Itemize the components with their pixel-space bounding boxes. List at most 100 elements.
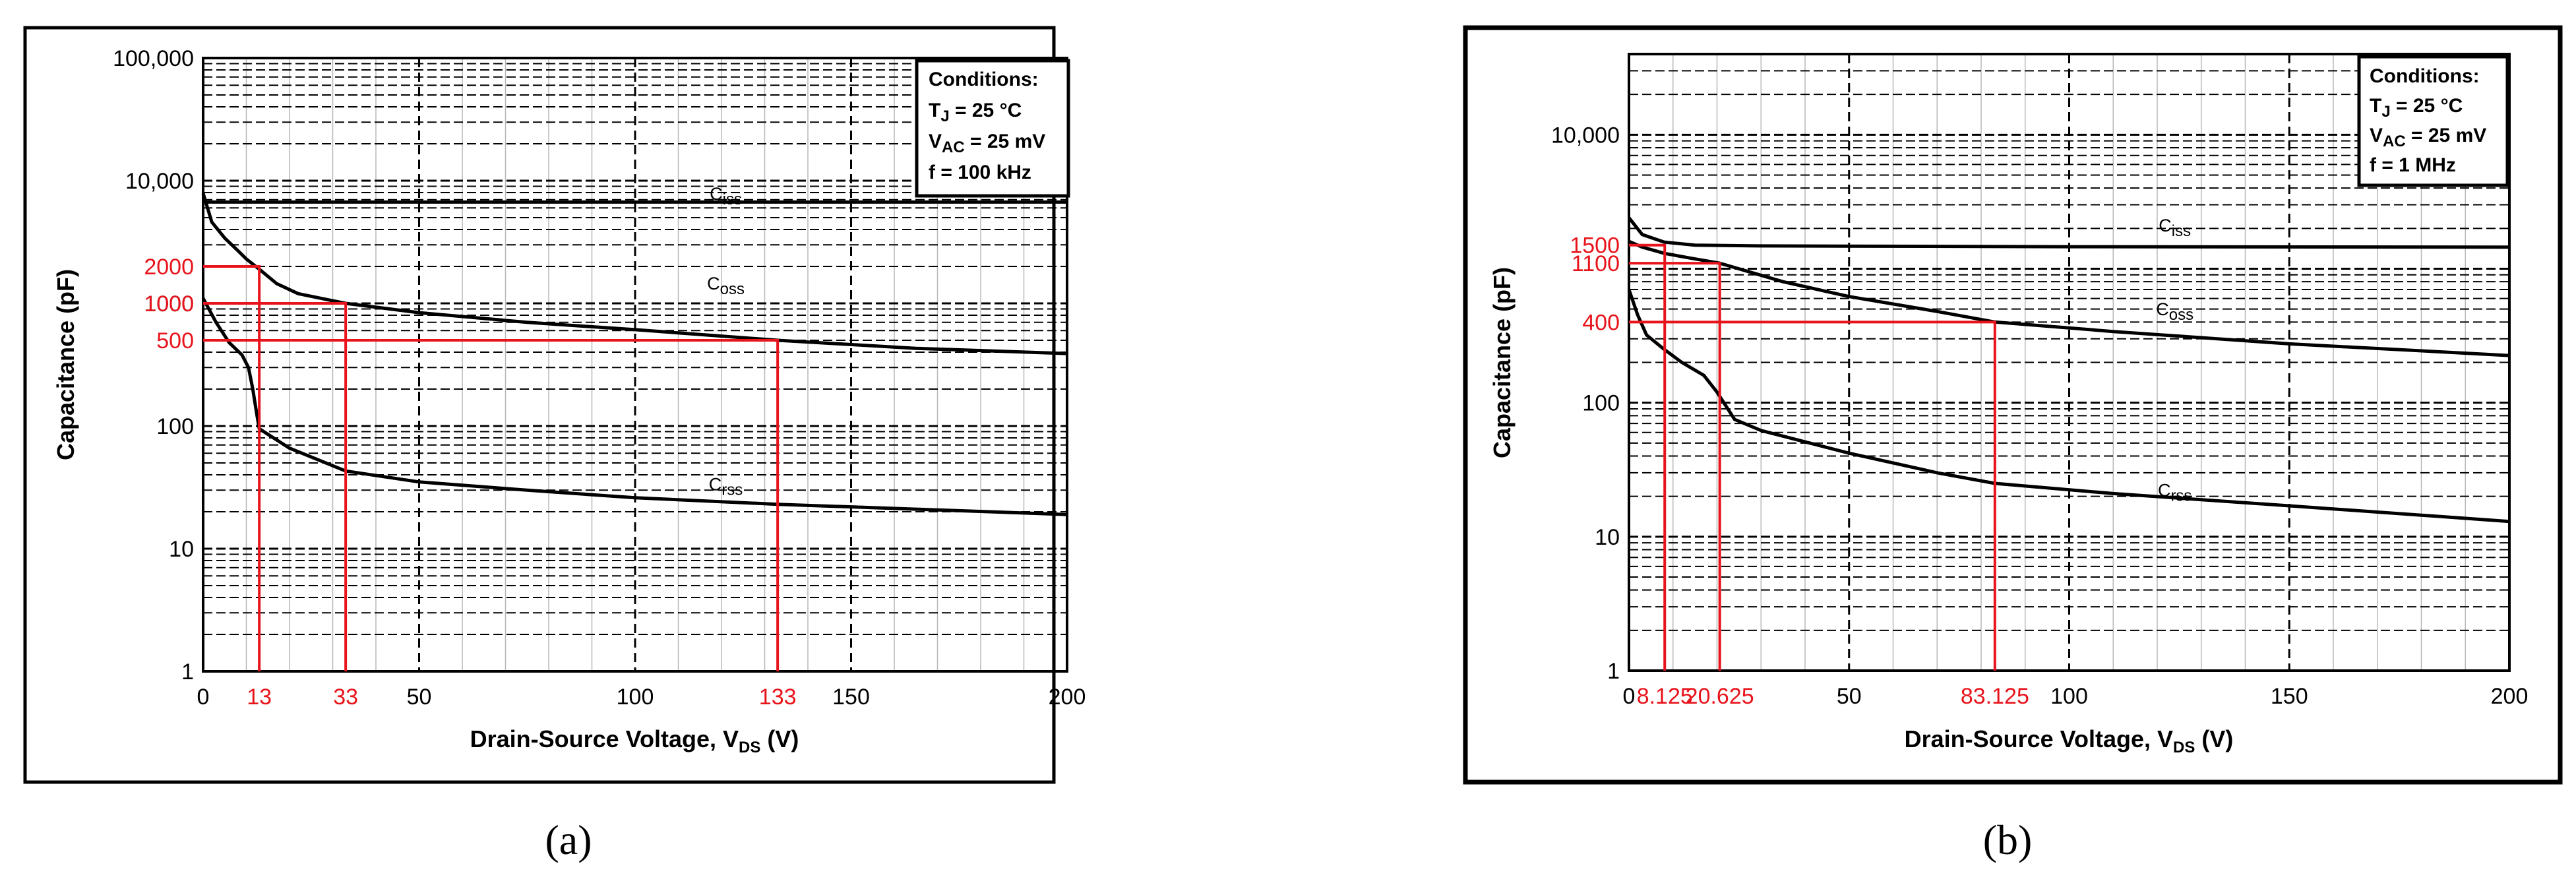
conditions-line: f = 100 kHz (929, 162, 1031, 183)
annotation-x-value: 8.125 (1637, 684, 1693, 709)
x-tick-label: 150 (832, 685, 870, 710)
annotation-x-value: 83.125 (1961, 684, 2029, 709)
annotation-guide-line (1629, 320, 1996, 671)
x-axis-label-sub: DS (2173, 739, 2195, 756)
conditions-subscript: AC (2383, 133, 2406, 150)
y-tick-label: 1 (1607, 659, 1620, 684)
series-label-sub: iss (2172, 222, 2191, 240)
annotation-y-value: 500 (156, 328, 194, 353)
annotation-y-value: 1500 (1570, 233, 1620, 259)
annotation-guide-line (1629, 262, 1721, 671)
conditions-text: f = 100 kHz (929, 162, 1031, 183)
conditions-line: VAC = 25 mV (2370, 125, 2486, 150)
x-axis-label: Drain-Source Voltage, VDS (V) (1905, 725, 2234, 756)
conditions-box (915, 59, 1070, 198)
conditions-tail: = 25 mV (965, 131, 1046, 152)
series-label-sub: iss (723, 191, 742, 208)
annotation-guide-line (203, 265, 261, 671)
y-tick-label: 100,000 (113, 46, 194, 71)
conditions-subscript: J (2381, 103, 2390, 121)
series-crss-line (1627, 289, 2510, 524)
series-ciss-label: Ciss (710, 184, 742, 208)
x-tick-label: 0 (197, 685, 210, 710)
y-tick-label: 1 (181, 659, 194, 685)
series-label-sub: oss (2169, 306, 2193, 324)
series-label-main: C (710, 184, 723, 204)
x-tick-label: 50 (407, 685, 432, 710)
panel-frame (23, 26, 1056, 784)
conditions-tail: = 25 °C (950, 100, 1022, 121)
plot-area (202, 57, 1068, 673)
conditions-tail: = 25 °C (2391, 95, 2463, 117)
x-tick-label: 200 (2491, 684, 2529, 709)
conditions-text: V (2370, 125, 2383, 146)
annotation-y-value: 400 (1582, 310, 1620, 335)
conditions-tail: = 25 mV (2406, 125, 2487, 146)
series-label-sub: rss (721, 481, 743, 499)
y-tick-label: 10,000 (1551, 123, 1620, 148)
x-axis-label-sub: DS (739, 739, 760, 756)
y-axis-label: Capacitance (pF) (1488, 267, 1516, 458)
x-tick-label: 0 (1623, 684, 1636, 709)
x-tick-label: 200 (1049, 685, 1086, 710)
annotation-x-value: 20.625 (1686, 684, 1754, 709)
series-crss-line (201, 297, 1068, 516)
conditions-subscript: AC (942, 138, 965, 156)
panel-label: (b) (1983, 816, 2033, 863)
y-tick-label: 10 (169, 537, 194, 562)
x-tick-label: 50 (1837, 684, 1862, 709)
series-label-sub: rss (2170, 487, 2192, 505)
conditions-subscript: J (940, 107, 949, 125)
conditions-text: T (2370, 95, 2381, 117)
x-tick-label: 150 (2271, 684, 2308, 709)
series-crss-label: Crss (2158, 481, 2192, 505)
annotation-guide-line (203, 302, 348, 671)
conditions-text: f = 1 MHz (2370, 154, 2456, 176)
series-ciss-line (1628, 216, 2510, 249)
series-crss-label: Crss (709, 474, 743, 499)
series-label-main: C (2159, 216, 2172, 235)
series-coss-line (1628, 239, 2510, 357)
annotation-y-value: 1100 (1572, 251, 1620, 276)
x-axis-label-main: Drain-Source Voltage, V (470, 725, 739, 752)
x-tick-label: 100 (2050, 684, 2088, 709)
x-axis-label-main: Drain-Source Voltage, V (1905, 725, 2173, 752)
conditions-line: Conditions: (929, 69, 1039, 90)
conditions-text: T (929, 100, 940, 121)
conditions-text: Conditions: (929, 69, 1039, 90)
annotation-x-value: 13 (247, 685, 272, 710)
series-label-sub: oss (720, 280, 745, 298)
y-axis-label: Capacitance (pF) (52, 269, 79, 460)
series-ciss-label: Ciss (2159, 216, 2191, 240)
panel-label: (a) (545, 816, 592, 863)
annotation-guide-line (203, 338, 780, 671)
x-axis-label-tail: (V) (2195, 725, 2233, 752)
series-label-main: C (2158, 481, 2171, 501)
conditions-line: f = 1 MHz (2370, 154, 2456, 176)
conditions-box (2357, 55, 2509, 187)
series-label-main: C (2156, 299, 2169, 319)
x-axis-label: Drain-Source Voltage, VDS (V) (470, 725, 799, 756)
x-axis-label-tail: (V) (760, 725, 799, 752)
conditions-line: VAC = 25 mV (929, 131, 1045, 156)
y-tick-label: 100 (1582, 391, 1620, 416)
series-coss-line (201, 193, 1068, 355)
plot-area (1628, 53, 2511, 672)
y-tick-label: 10,000 (125, 169, 194, 194)
conditions-text: Conditions: (2370, 65, 2480, 87)
series-coss-label: Coss (2156, 299, 2193, 324)
y-tick-label: 100 (156, 414, 194, 439)
annotation-y-value: 1000 (144, 291, 194, 317)
y-tick-label: 10 (1595, 525, 1620, 550)
conditions-line: TJ = 25 °C (929, 100, 1022, 125)
conditions-line: Conditions: (2370, 65, 2480, 87)
series-label-main: C (709, 474, 722, 494)
annotation-guide-line (1629, 243, 1667, 671)
x-tick-label: 100 (617, 685, 654, 710)
annotation-x-value: 133 (759, 685, 797, 710)
series-label-main: C (707, 274, 720, 293)
annotation-x-value: 33 (333, 685, 358, 710)
